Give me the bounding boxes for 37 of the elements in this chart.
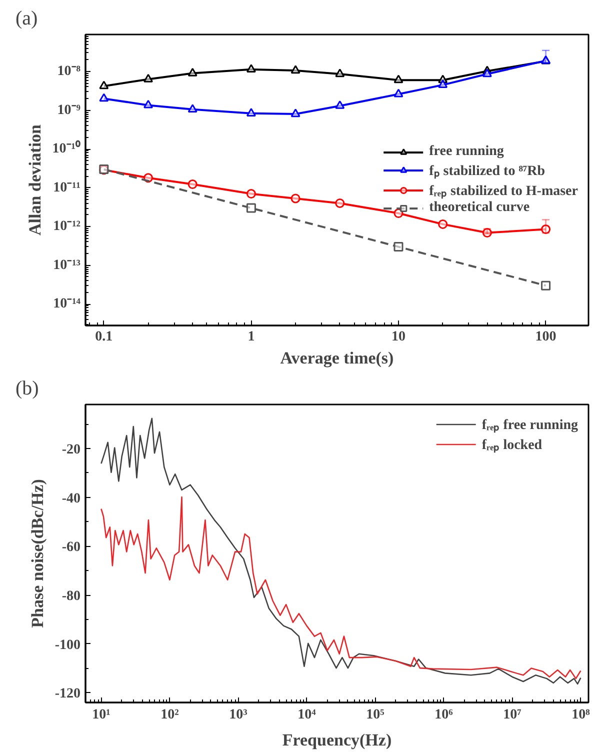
legend-label: theoretical curve xyxy=(429,200,530,216)
y-tick-label: -60 xyxy=(62,540,81,556)
x-tick-label: 10 xyxy=(391,330,406,344)
x-tick-label: 10⁶ xyxy=(434,708,453,722)
x-tick-label: 10¹ xyxy=(92,708,110,722)
y-axis-title: Phase noise(dBc/Hz) xyxy=(28,479,47,628)
x-tick-label: 10³ xyxy=(229,708,248,722)
legend-label: free running xyxy=(429,144,504,160)
y-tick-label: 10⁻¹² xyxy=(53,219,81,234)
y-tick-label: 10⁻¹⁰ xyxy=(52,140,81,157)
chart-title: (b) xyxy=(16,378,39,400)
x-tick-label: 100 xyxy=(535,330,556,344)
x-tick-label: 0.1 xyxy=(95,330,113,344)
x-tick-label: 10⁸ xyxy=(572,708,590,722)
y-tick-label: 10⁻⁹ xyxy=(57,102,81,118)
x-axis-title: Frequency(Hz) xyxy=(282,730,392,750)
legend-label: fᵣₑₚ free running xyxy=(482,417,578,434)
y-axis-title: Allan deviation xyxy=(25,124,44,236)
y-tick-label: 10⁻¹⁴ xyxy=(53,296,82,312)
x-tick-label: 10⁷ xyxy=(503,708,522,722)
y-tick-label: -120 xyxy=(54,686,81,702)
legend-label: fᵣₑₚ locked xyxy=(482,437,542,454)
y-tick-label: -100 xyxy=(54,638,81,653)
y-tick-label: 10⁻⁸ xyxy=(57,64,81,79)
y-tick-label: 10⁻¹³ xyxy=(53,258,81,273)
y-tick-label: -20 xyxy=(62,442,81,458)
legend-label: fᵣₑₚ stabilized to H-maser xyxy=(429,182,578,200)
x-tick-label: 10² xyxy=(160,708,179,722)
x-tick-label: 10⁴ xyxy=(298,708,317,722)
x-tick-label: 10⁵ xyxy=(366,708,384,722)
y-tick-label: 10⁻¹¹ xyxy=(53,180,81,196)
chart-title: (a) xyxy=(16,8,38,30)
x-tick-label: 1 xyxy=(248,330,255,344)
legend-label: fₚ stabilized to ⁸⁷Rb xyxy=(429,162,546,180)
y-tick-label: -80 xyxy=(62,589,81,604)
x-axis-title: Average time(s) xyxy=(280,348,394,368)
y-tick-label: -40 xyxy=(62,491,81,506)
